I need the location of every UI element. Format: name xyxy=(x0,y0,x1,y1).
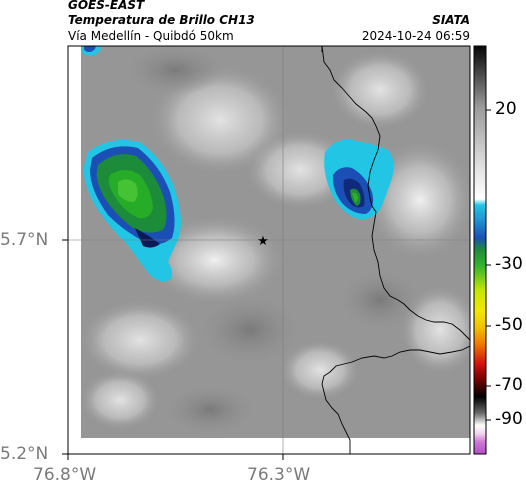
colorbar-label-minus-50: -50 xyxy=(495,315,523,335)
colorbar-label-20: 20 xyxy=(495,99,517,119)
storm-cell-west xyxy=(83,139,181,282)
lat-label-5-2: 5.2°N xyxy=(0,444,49,464)
route-label: Vía Medellín - Quibdó 50km xyxy=(68,29,234,43)
colorbar-label-minus-30: -30 xyxy=(495,254,523,274)
satellite-image: ★ xyxy=(68,46,470,454)
organization-label: SIATA xyxy=(432,13,470,27)
product-title: Temperatura de Brillo CH13 xyxy=(68,13,255,27)
colorbar-label-minus-90: -90 xyxy=(495,409,523,429)
storm-cell-east xyxy=(324,139,394,219)
boundary-line-south xyxy=(321,345,470,454)
lat-label-5-7: 5.7°N xyxy=(0,230,49,250)
colorbar xyxy=(473,45,491,455)
boundary-line xyxy=(321,46,470,341)
map-frame xyxy=(67,45,471,455)
lon-label-76-8: 76.8°W xyxy=(33,465,97,485)
star-icon: ★ xyxy=(257,234,269,249)
datetime-label: 2024-10-24 06:59 xyxy=(361,29,470,43)
colorbar-label-minus-70: -70 xyxy=(495,375,523,395)
satellite-title: GOES-EAST xyxy=(68,0,145,12)
axis-ticks xyxy=(62,239,284,460)
lon-label-76-3: 76.3°W xyxy=(247,465,311,485)
